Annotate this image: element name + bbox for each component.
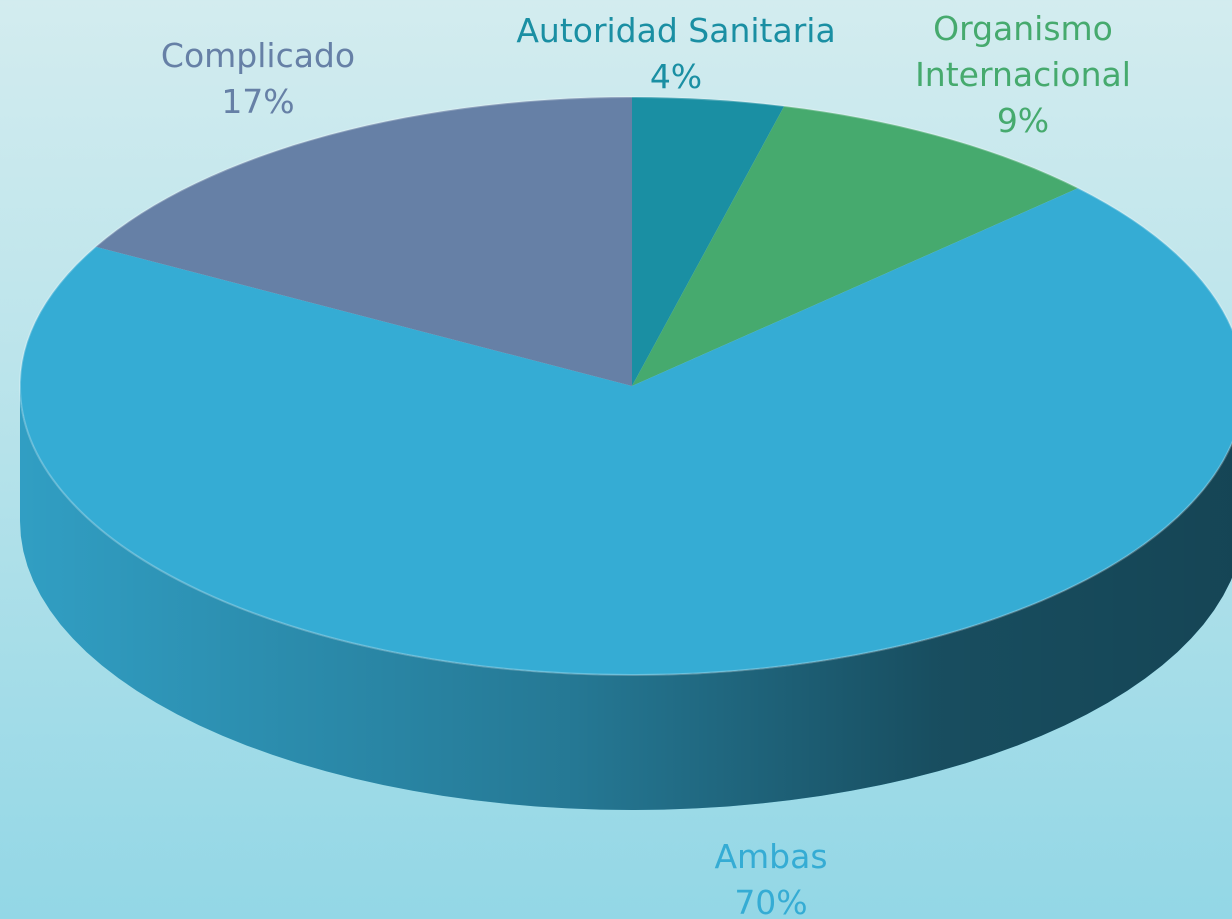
value-label: 9%	[996, 101, 1050, 140]
slice-label: Organismo Internacional 9%	[903, 6, 1143, 144]
slice-label: Autoridad Sanitaria 4%	[476, 8, 876, 100]
category-label: Complicado	[160, 36, 356, 75]
value-label: 4%	[649, 57, 703, 96]
slice-label: Complicado 17%	[108, 33, 408, 125]
slice-label: Ambas 70%	[621, 834, 921, 919]
category-label: Organismo Internacional	[915, 9, 1131, 94]
slice	[95, 97, 632, 386]
slice	[632, 106, 1079, 386]
category-label: Autoridad Sanitaria	[516, 11, 836, 50]
slice	[632, 97, 785, 386]
slice-side-shade	[20, 386, 1232, 810]
rim	[19, 96, 1232, 676]
category-label: Ambas	[714, 837, 828, 876]
value-label: 70%	[734, 883, 808, 919]
value-label: 17%	[221, 82, 295, 121]
slice	[20, 188, 1232, 675]
